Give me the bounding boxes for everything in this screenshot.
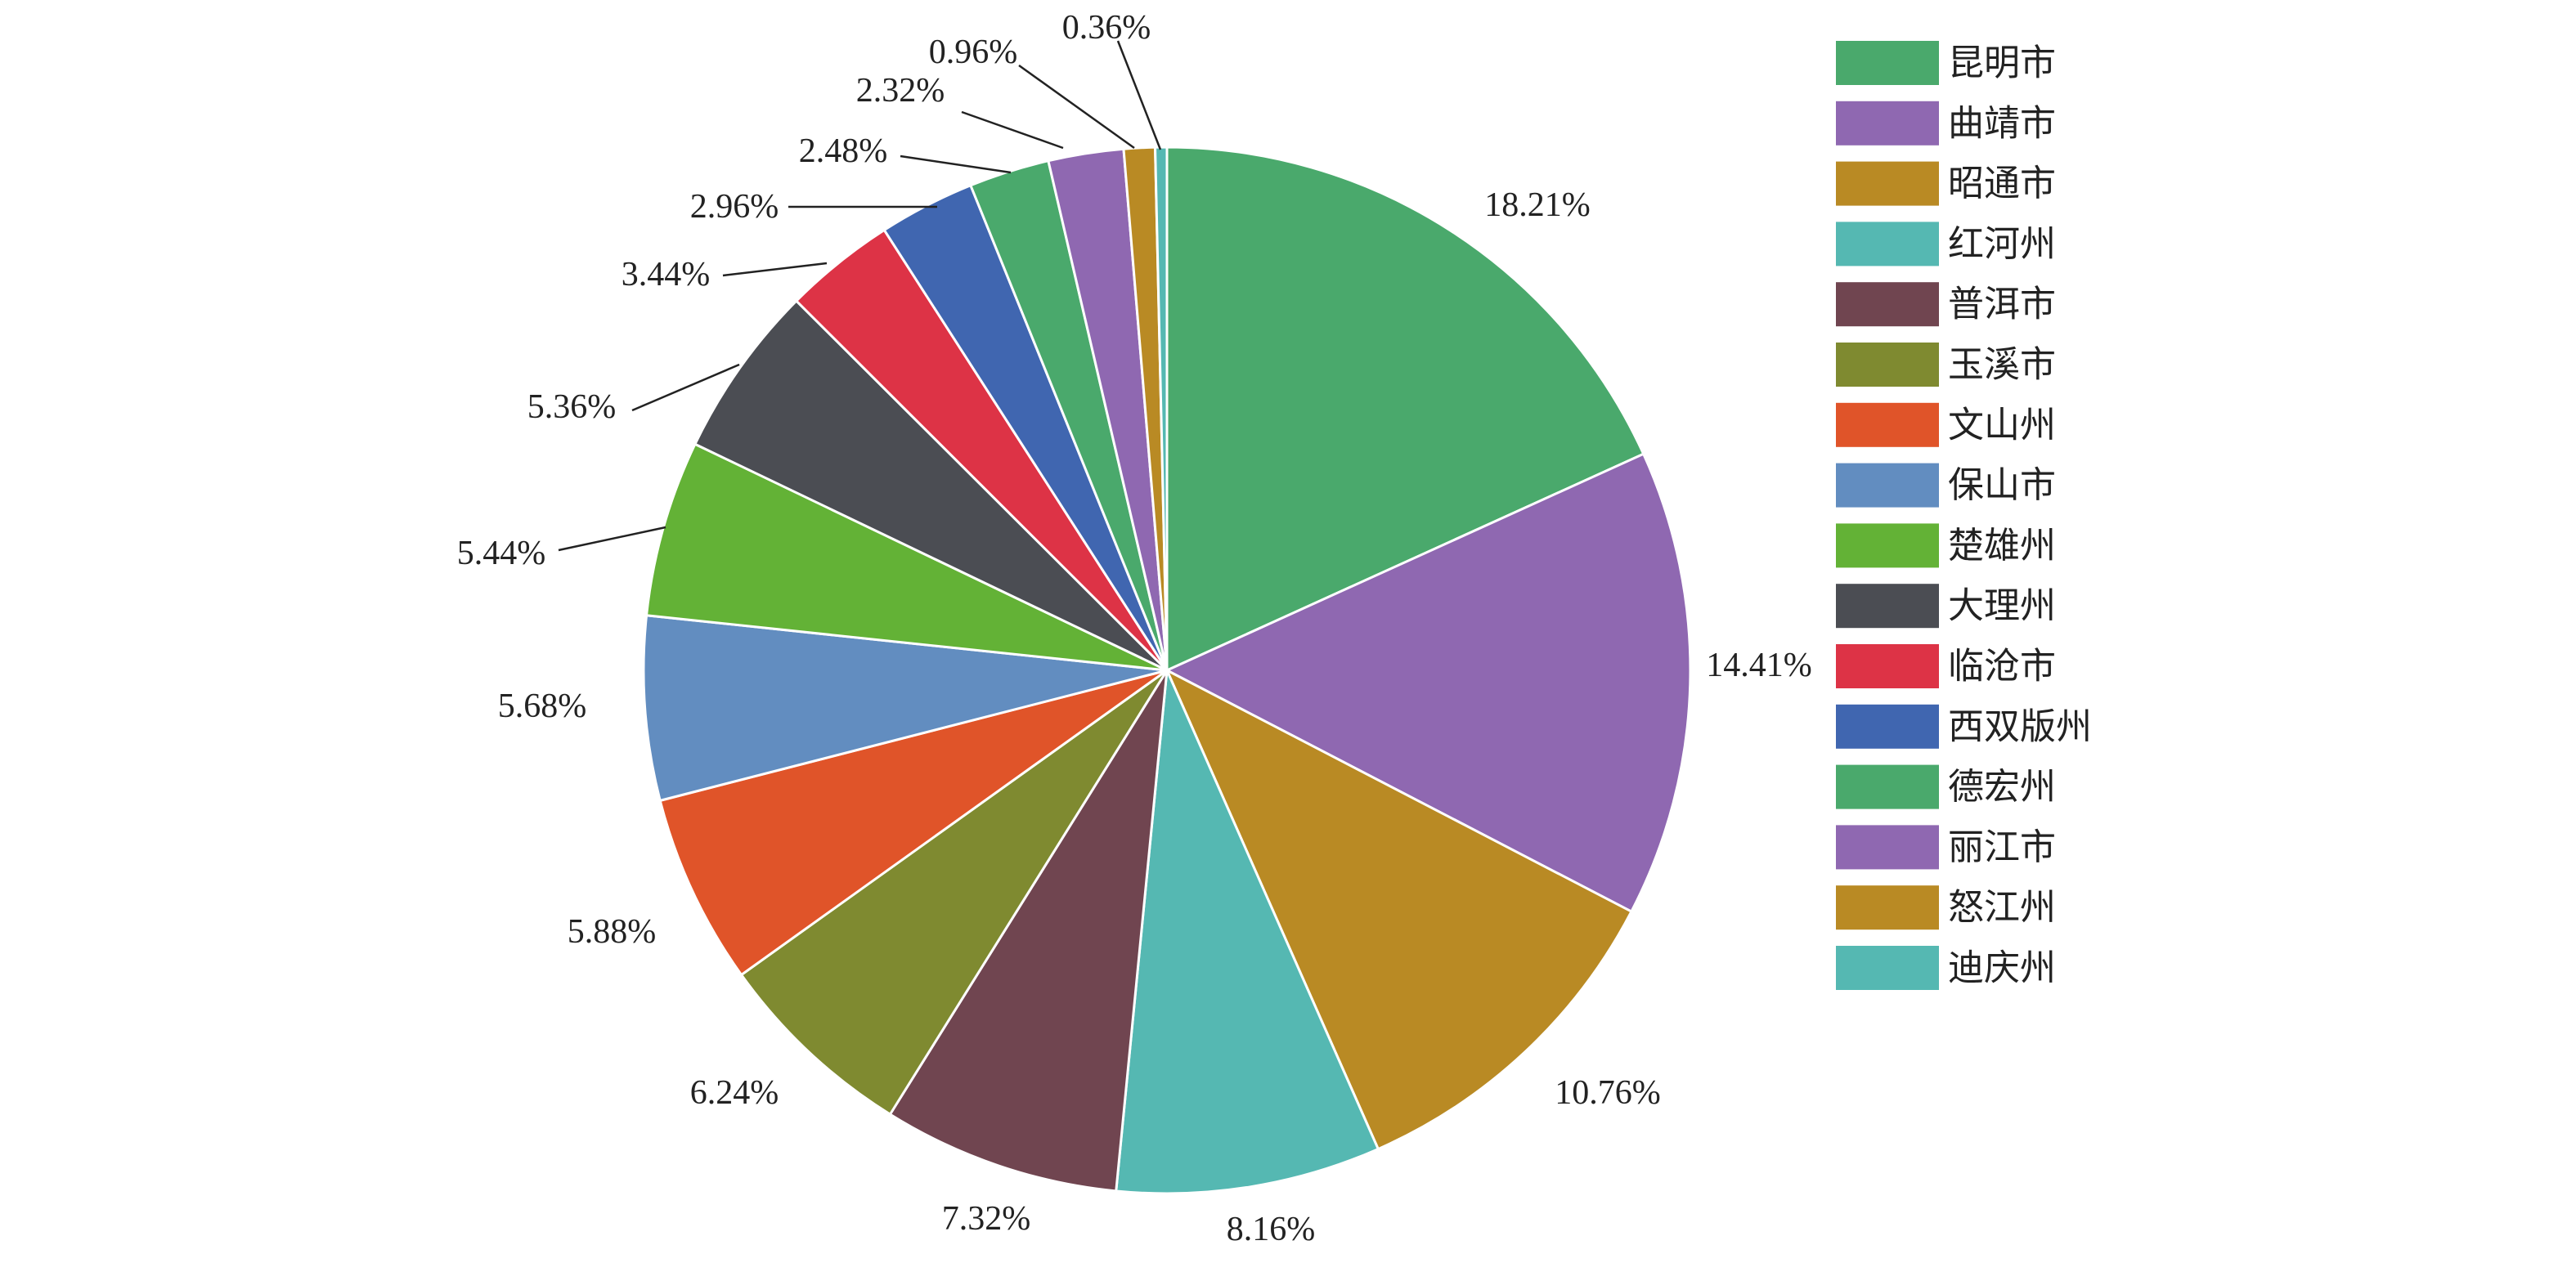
data-label: 18.21%	[1484, 186, 1591, 224]
pie-slice-4	[1115, 665, 1380, 1195]
data-label: 8.16%	[1227, 1211, 1316, 1248]
pie-slices	[642, 146, 1692, 1195]
data-label: 7.32%	[942, 1200, 1031, 1238]
legend-swatch	[1836, 343, 1939, 387]
legend-swatch	[1836, 523, 1939, 568]
legend-label: 曲靖市	[1948, 102, 2056, 144]
data-label: 5.68%	[498, 687, 587, 725]
legend-swatch	[1836, 402, 1939, 447]
legend-swatch	[1836, 282, 1939, 327]
legend: 昆明市曲靖市昭通市红河州普洱市玉溪市文山州保山市楚雄州大理州临沧市西双版州德宏州…	[1836, 41, 2092, 990]
leader-line	[1116, 40, 1162, 150]
legend-swatch	[1836, 463, 1939, 508]
legend-label: 昆明市	[1948, 43, 2056, 84]
data-label: 0.96%	[929, 34, 1018, 71]
legend-label: 丽江市	[1948, 826, 2056, 868]
leader-line	[558, 526, 666, 552]
legend-label: 德宏州	[1948, 766, 2056, 808]
legend-label: 怒江州	[1948, 887, 2056, 929]
pie-slice-2	[1164, 452, 1692, 914]
pie-slice-16	[1153, 146, 1169, 671]
legend-swatch	[1836, 161, 1939, 206]
legend-label: 楚雄州	[1948, 525, 2056, 567]
legend-label: 保山市	[1948, 464, 2056, 506]
legend-swatch	[1836, 644, 1939, 688]
leader-line	[631, 363, 740, 412]
data-label: 3.44%	[622, 256, 711, 293]
data-label: 5.36%	[527, 388, 617, 426]
legend-label: 临沧市	[1948, 646, 2056, 687]
legend-swatch	[1836, 101, 1939, 146]
legend-swatch	[1836, 584, 1939, 629]
data-label: 5.88%	[568, 913, 657, 951]
legend-label: 西双版州	[1948, 705, 2092, 747]
legend-swatch	[1836, 764, 1939, 809]
legend-swatch	[1836, 885, 1939, 930]
legend-swatch	[1836, 704, 1939, 749]
leader-line	[961, 110, 1064, 150]
data-label: 2.32%	[856, 72, 945, 110]
legend-label: 红河州	[1948, 223, 2056, 265]
data-label: 2.48%	[799, 132, 888, 170]
legend-swatch	[1836, 222, 1939, 266]
legend-label: 玉溪市	[1948, 344, 2056, 386]
data-label: 0.36%	[1062, 9, 1151, 47]
leader-lines	[558, 40, 1162, 552]
pie-slice-10	[693, 298, 1169, 672]
pie-slice-5	[888, 670, 1169, 1193]
pie-slice-6	[739, 669, 1169, 1117]
legend-label: 文山州	[1948, 404, 2056, 446]
pie-slice-3	[1164, 667, 1633, 1151]
legend-swatch	[1836, 946, 1939, 990]
data-label: 5.44%	[457, 535, 546, 572]
leader-line	[1018, 64, 1135, 150]
legend-swatch	[1836, 41, 1939, 85]
pie-slice-7	[658, 669, 1168, 977]
pie-slice-1	[1165, 146, 1645, 673]
legend-label: 大理州	[1948, 585, 2056, 627]
legend-swatch	[1836, 825, 1939, 870]
leader-line	[722, 262, 828, 277]
data-label: 6.24%	[690, 1074, 779, 1112]
legend-label: 迪庆州	[1948, 947, 2056, 989]
data-label: 10.76%	[1555, 1074, 1661, 1112]
legend-label: 昭通市	[1948, 163, 2056, 204]
legend-label: 普洱市	[1948, 284, 2056, 325]
data-label: 14.41%	[1706, 647, 1812, 684]
pie-slice-8	[642, 614, 1168, 803]
leader-line	[900, 155, 1012, 174]
data-label: 2.96%	[690, 188, 779, 226]
data-labels: 18.21% 14.41% 10.76% 8.16% 7.32% 6.24% 5.88% 5.…	[457, 9, 1812, 1248]
